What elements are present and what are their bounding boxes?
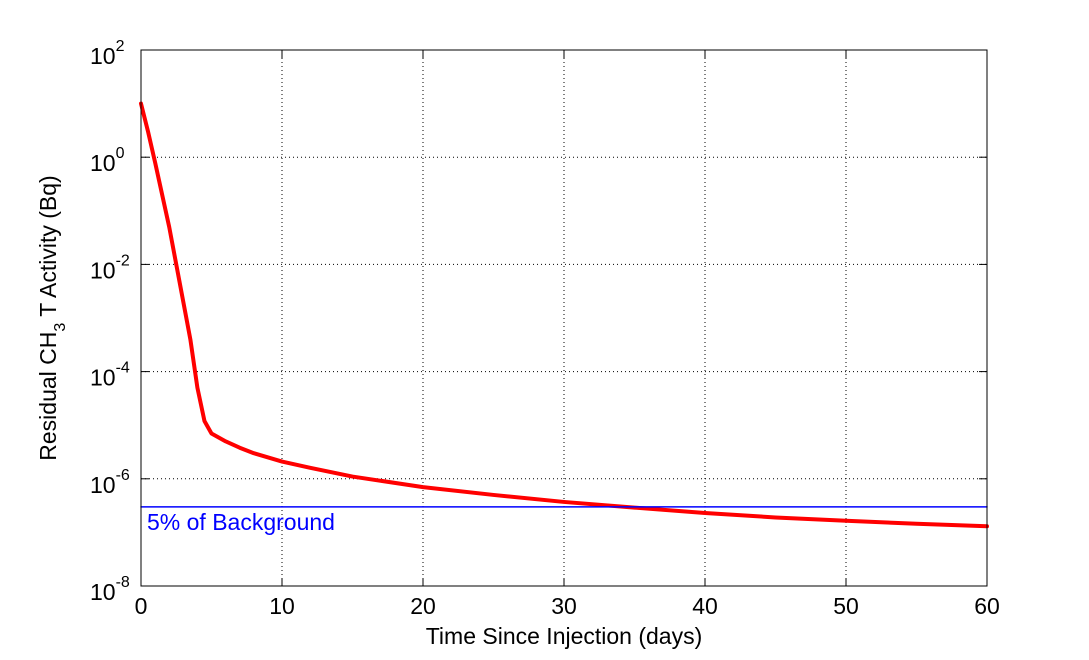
- x-tick-label: 40: [692, 593, 718, 619]
- y-tick-base: 10: [90, 150, 116, 176]
- x-tick-label: 60: [974, 593, 1000, 619]
- y-tick-exponent: 2: [116, 38, 125, 55]
- y-tick-label: 100: [90, 145, 125, 176]
- y-axis-label: Residual CH3 T Activity (Bq): [35, 175, 69, 460]
- y-tick-label: 10-6: [90, 467, 130, 498]
- y-tick-label: 10-4: [90, 360, 130, 391]
- y-tick-exponent: 0: [116, 145, 125, 162]
- y-axis-label-prefix: Residual CH: [35, 332, 61, 461]
- y-axis-label-subscript: 3: [52, 323, 69, 332]
- y-tick-exponent: -4: [116, 360, 130, 377]
- series-line-activity: [139, 101, 989, 529]
- x-tick-label: 50: [833, 593, 859, 619]
- x-tick-label: 20: [410, 593, 436, 619]
- y-tick-base: 10: [90, 43, 116, 69]
- x-tick-label: 0: [135, 593, 148, 619]
- y-tick-label: 10-2: [90, 252, 130, 283]
- y-tick-base: 10: [90, 579, 116, 605]
- y-tick-exponent: -6: [116, 467, 130, 484]
- grid: [141, 50, 987, 586]
- y-tick-label: 102: [90, 38, 125, 69]
- y-tick-base: 10: [90, 365, 116, 391]
- y-tick-exponent: -8: [116, 574, 130, 591]
- y-axis-label-suffix: T Activity (Bq): [35, 175, 61, 316]
- x-tick-label: 30: [551, 593, 577, 619]
- x-axis-label: Time Since Injection (days): [426, 623, 703, 649]
- series-group: [139, 101, 989, 529]
- y-tick-base: 10: [90, 257, 116, 283]
- background-threshold-label: 5% of Background: [147, 509, 335, 535]
- x-tick-label: 10: [269, 593, 295, 619]
- y-tick-exponent: -2: [116, 252, 130, 269]
- y-tick-base: 10: [90, 472, 116, 498]
- y-tick-label: 10-8: [90, 574, 130, 605]
